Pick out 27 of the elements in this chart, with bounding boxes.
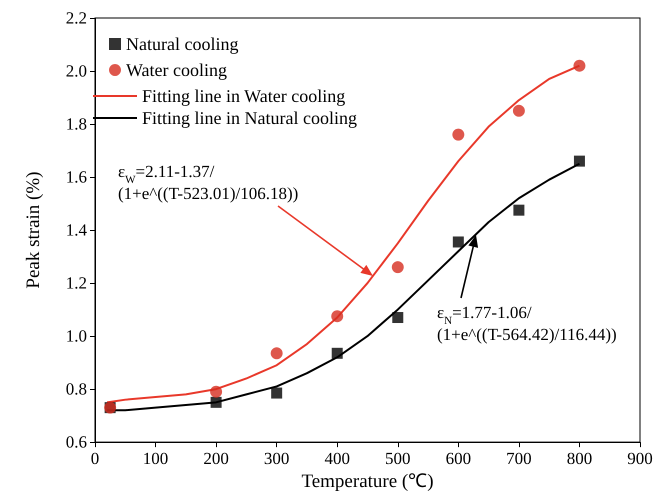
y-tick-label: 2.2 bbox=[66, 8, 87, 28]
y-tick-label: 1.4 bbox=[66, 220, 88, 240]
x-tick-label: 100 bbox=[142, 449, 168, 468]
x-tick-label: 800 bbox=[566, 449, 592, 468]
legend-label: Fitting line in Natural cooling bbox=[142, 108, 357, 128]
annotation: ε$_{N}$=1.77-1.06/ (1+e^((T-564.42)/116.44)) bbox=[437, 303, 617, 344]
legend-label: Fitting line in Water cooling bbox=[142, 86, 346, 106]
y-tick-label: 1.2 bbox=[66, 274, 87, 293]
x-tick-label: 400 bbox=[324, 449, 350, 468]
x-tick-label: 900 bbox=[627, 449, 653, 468]
y-axis-title: Peak strain (%) bbox=[23, 171, 44, 289]
x-tick-label: 700 bbox=[506, 449, 532, 468]
legend-label: Water cooling bbox=[126, 60, 228, 80]
x-axis-title: Temperature (℃) bbox=[301, 471, 434, 492]
y-tick-label: 1.0 bbox=[66, 326, 87, 346]
x-tick-label: 300 bbox=[264, 449, 290, 468]
y-tick-label: 1.6 bbox=[66, 168, 87, 187]
legend-label: Natural cooling bbox=[126, 34, 238, 54]
x-tick-label: 600 bbox=[446, 449, 472, 468]
annotation: ε$_{W}$=2.11-1.37/ (1+e^((T-523.01)/106.18)) bbox=[118, 162, 298, 203]
y-tick-label: 0.6 bbox=[66, 432, 87, 452]
y-tick-label: 2.0 bbox=[66, 62, 87, 81]
x-tick-label: 500 bbox=[385, 449, 411, 468]
x-tick-label: 0 bbox=[90, 449, 100, 468]
y-tick-label: 1.8 bbox=[66, 114, 87, 134]
x-tick-label: 200 bbox=[203, 449, 229, 468]
y-tick-label: 0.8 bbox=[66, 380, 87, 399]
